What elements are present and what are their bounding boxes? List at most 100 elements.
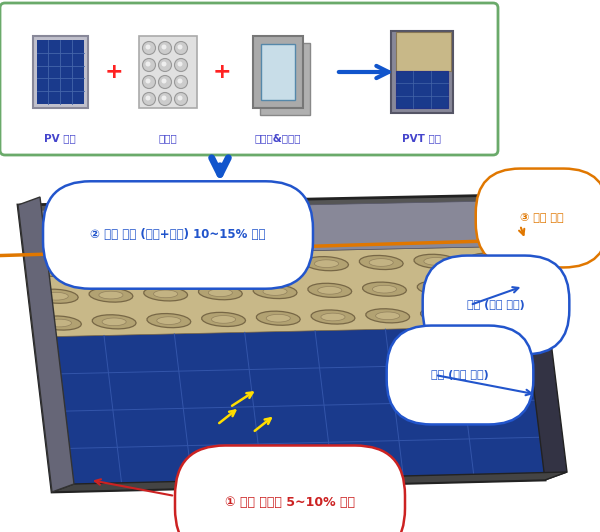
Circle shape [143, 93, 155, 105]
Polygon shape [144, 287, 188, 301]
Polygon shape [472, 280, 516, 294]
Circle shape [143, 59, 155, 71]
Circle shape [158, 76, 172, 88]
Polygon shape [157, 317, 181, 325]
Bar [260, 43, 310, 115]
Circle shape [175, 59, 187, 71]
Polygon shape [196, 259, 239, 273]
Text: +: + [104, 62, 124, 82]
Polygon shape [250, 258, 294, 272]
Circle shape [178, 45, 182, 49]
Circle shape [178, 62, 182, 66]
Polygon shape [260, 261, 284, 269]
Polygon shape [99, 291, 123, 299]
Polygon shape [18, 197, 74, 492]
Circle shape [161, 79, 167, 84]
Polygon shape [373, 285, 397, 293]
Circle shape [143, 76, 155, 88]
Circle shape [143, 41, 155, 54]
Text: PVT 패널: PVT 패널 [403, 133, 442, 143]
Polygon shape [147, 313, 191, 328]
Polygon shape [41, 265, 65, 273]
Circle shape [146, 45, 151, 49]
Polygon shape [266, 314, 290, 322]
Circle shape [175, 41, 187, 54]
Text: 흥음재: 흥음재 [158, 133, 178, 143]
Polygon shape [256, 311, 300, 325]
Polygon shape [430, 311, 454, 319]
Polygon shape [479, 256, 503, 264]
Bar [139, 36, 197, 108]
Polygon shape [92, 315, 136, 329]
Polygon shape [205, 262, 229, 270]
Polygon shape [34, 289, 78, 303]
FancyBboxPatch shape [0, 3, 498, 155]
Polygon shape [321, 313, 345, 321]
Text: ② 방음 효과 (차음+흥음) 10~15% 향상: ② 방음 효과 (차음+흥음) 10~15% 향상 [90, 229, 266, 242]
Polygon shape [208, 289, 232, 296]
Circle shape [175, 93, 187, 105]
Polygon shape [318, 287, 342, 294]
Bar [261, 44, 295, 100]
Polygon shape [140, 260, 184, 274]
Polygon shape [469, 253, 512, 267]
Bar [396, 71, 448, 108]
Polygon shape [366, 309, 410, 323]
Polygon shape [86, 261, 130, 276]
Polygon shape [212, 315, 236, 323]
Polygon shape [31, 262, 75, 277]
Polygon shape [24, 246, 526, 337]
Polygon shape [369, 259, 394, 267]
Polygon shape [308, 283, 352, 297]
Polygon shape [253, 285, 297, 298]
Polygon shape [96, 264, 120, 272]
Circle shape [146, 62, 151, 66]
Polygon shape [52, 472, 567, 492]
Text: ③ 온풍 생산: ③ 온풍 생산 [520, 213, 564, 223]
Polygon shape [18, 195, 545, 492]
Polygon shape [414, 254, 458, 269]
Polygon shape [102, 318, 126, 326]
Polygon shape [485, 310, 509, 317]
Polygon shape [510, 187, 567, 480]
Text: 차음 (소리 차단): 차음 (소리 차단) [431, 370, 489, 380]
Polygon shape [44, 293, 68, 300]
Circle shape [161, 45, 167, 49]
Text: 흥음 (소리 흥수): 흥음 (소리 흥수) [467, 300, 525, 310]
Bar [253, 36, 303, 108]
Text: PV 패널: PV 패널 [44, 133, 76, 143]
Bar [32, 36, 88, 108]
Circle shape [158, 41, 172, 54]
Polygon shape [38, 316, 82, 330]
Bar [37, 40, 83, 104]
Polygon shape [151, 263, 175, 271]
Polygon shape [475, 306, 519, 320]
Text: ① 전력 생산량 5~10% 향상: ① 전력 생산량 5~10% 향상 [225, 495, 355, 509]
Polygon shape [421, 307, 464, 322]
Polygon shape [362, 282, 406, 296]
Polygon shape [89, 288, 133, 302]
Polygon shape [418, 281, 461, 295]
Circle shape [146, 96, 151, 101]
Polygon shape [311, 310, 355, 324]
Text: +: + [212, 62, 232, 82]
Polygon shape [305, 256, 349, 271]
Circle shape [158, 93, 172, 105]
Polygon shape [47, 319, 71, 327]
Polygon shape [202, 312, 245, 327]
Bar [391, 31, 453, 113]
Circle shape [175, 76, 187, 88]
Circle shape [161, 62, 167, 66]
Circle shape [178, 96, 182, 101]
Polygon shape [359, 255, 403, 270]
Circle shape [158, 59, 172, 71]
Polygon shape [482, 283, 506, 290]
Circle shape [178, 79, 182, 84]
Polygon shape [314, 260, 338, 268]
Bar [396, 32, 451, 71]
Polygon shape [427, 284, 451, 292]
Polygon shape [424, 257, 448, 265]
Polygon shape [19, 201, 516, 256]
Polygon shape [263, 288, 287, 295]
Polygon shape [199, 286, 242, 300]
